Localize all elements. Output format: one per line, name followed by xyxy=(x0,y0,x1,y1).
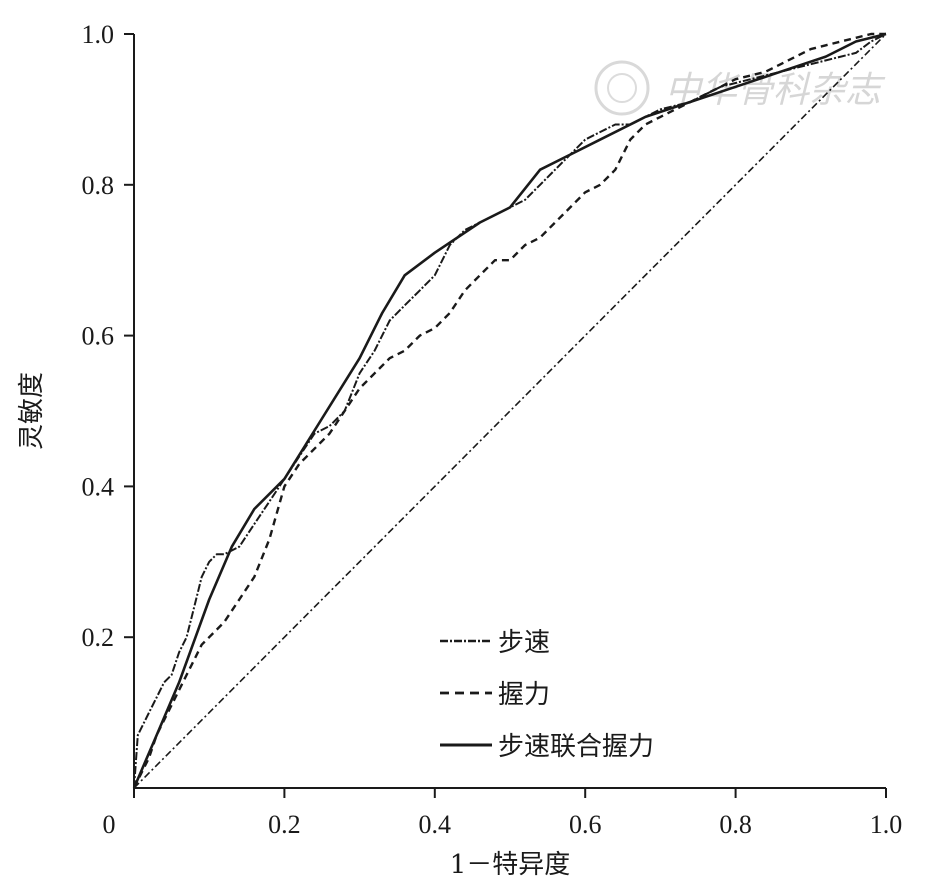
x-tick-label: 0.8 xyxy=(719,810,752,839)
watermark-seal-icon xyxy=(594,60,650,116)
x-tick-label: 0.4 xyxy=(419,810,452,839)
series-group xyxy=(132,32,887,789)
legend-label-1: 步速 xyxy=(498,628,550,658)
y-tick-label: 0.8 xyxy=(82,171,115,200)
x-tick-label: 0.2 xyxy=(268,810,301,839)
y-axis-title: 灵敏度 xyxy=(17,372,47,450)
y-tick-label: 0.6 xyxy=(82,322,115,351)
ticks xyxy=(124,33,887,798)
watermark-seal-inner-icon xyxy=(607,73,637,103)
y-tick-label: 0.2 xyxy=(82,623,115,652)
legend-label-2: 握力 xyxy=(498,680,550,710)
x-tick-label: 1.0 xyxy=(870,810,903,839)
series-line-2 xyxy=(132,32,886,789)
y-tick-label: 1.0 xyxy=(82,20,115,49)
x-tick-label: 0 xyxy=(103,810,116,839)
x-axis-title: 1－特异度 xyxy=(450,850,571,880)
tick-labels: 0 0.2 0.4 0.6 0.8 1.0 0.2 0.4 0.6 0.8 1.0 xyxy=(82,20,903,839)
watermark: 中华骨科杂志 xyxy=(594,60,886,116)
axes xyxy=(133,34,886,789)
reference-line xyxy=(133,33,887,789)
x-tick-label: 0.6 xyxy=(569,810,602,839)
legend-label-3: 步速联合握力 xyxy=(498,732,654,762)
y-tick-label: 0.4 xyxy=(82,472,115,501)
watermark-text: 中华骨科杂志 xyxy=(665,70,886,111)
series-line-3 xyxy=(132,32,887,789)
